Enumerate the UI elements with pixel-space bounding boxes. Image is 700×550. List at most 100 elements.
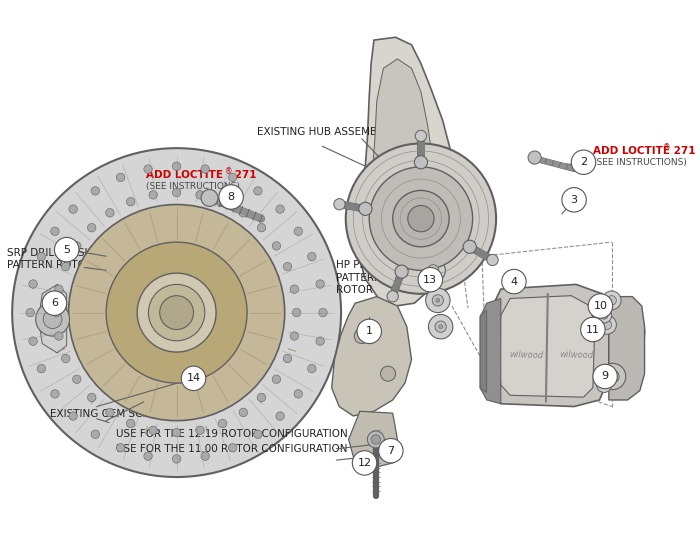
Text: wilwood: wilwood bbox=[559, 350, 593, 360]
Polygon shape bbox=[480, 310, 486, 393]
Circle shape bbox=[528, 151, 541, 164]
Circle shape bbox=[37, 364, 46, 373]
Text: wilwood: wilwood bbox=[509, 350, 543, 360]
Text: 271: 271 bbox=[670, 146, 695, 156]
Text: ®: ® bbox=[225, 167, 232, 177]
Circle shape bbox=[357, 319, 382, 344]
Circle shape bbox=[91, 186, 99, 195]
Circle shape bbox=[318, 309, 327, 317]
Circle shape bbox=[307, 364, 316, 373]
Circle shape bbox=[562, 188, 587, 212]
Polygon shape bbox=[480, 299, 500, 404]
Text: 8: 8 bbox=[228, 192, 234, 202]
Circle shape bbox=[596, 377, 612, 393]
Circle shape bbox=[395, 265, 408, 278]
Text: USE FOR THE 11.00 ROTOR CONFIGURATION: USE FOR THE 11.00 ROTOR CONFIGURATION bbox=[116, 443, 347, 454]
Circle shape bbox=[73, 375, 81, 383]
Circle shape bbox=[149, 191, 158, 199]
Circle shape bbox=[172, 455, 181, 463]
Circle shape bbox=[276, 205, 284, 213]
Circle shape bbox=[293, 309, 301, 317]
Circle shape bbox=[593, 364, 617, 389]
Polygon shape bbox=[349, 411, 398, 467]
Circle shape bbox=[181, 366, 206, 390]
Circle shape bbox=[218, 197, 227, 206]
Circle shape bbox=[272, 375, 281, 383]
Circle shape bbox=[387, 291, 398, 302]
Text: 4: 4 bbox=[510, 277, 517, 287]
Circle shape bbox=[393, 190, 449, 247]
Circle shape bbox=[272, 241, 281, 250]
Circle shape bbox=[502, 270, 526, 294]
Circle shape bbox=[148, 284, 205, 341]
Circle shape bbox=[258, 223, 266, 232]
Circle shape bbox=[55, 238, 79, 262]
Circle shape bbox=[116, 173, 125, 182]
Circle shape bbox=[316, 280, 324, 288]
Circle shape bbox=[29, 280, 37, 288]
Text: 11: 11 bbox=[586, 324, 600, 334]
Circle shape bbox=[36, 302, 69, 336]
Circle shape bbox=[352, 450, 377, 475]
Circle shape bbox=[601, 312, 608, 319]
Circle shape bbox=[439, 325, 442, 328]
Circle shape bbox=[415, 130, 426, 141]
Circle shape bbox=[571, 150, 596, 174]
Circle shape bbox=[218, 419, 227, 428]
Text: EXISTING OEM SCREW: EXISTING OEM SCREW bbox=[50, 409, 166, 419]
Circle shape bbox=[239, 208, 248, 217]
Circle shape bbox=[149, 426, 158, 434]
Circle shape bbox=[42, 291, 66, 315]
Polygon shape bbox=[499, 296, 595, 397]
Circle shape bbox=[414, 156, 428, 169]
Circle shape bbox=[144, 165, 153, 173]
Polygon shape bbox=[358, 37, 456, 306]
Circle shape bbox=[219, 185, 244, 209]
Circle shape bbox=[276, 412, 284, 420]
Polygon shape bbox=[486, 284, 609, 406]
Circle shape bbox=[290, 285, 299, 293]
Circle shape bbox=[50, 389, 60, 398]
Circle shape bbox=[196, 191, 204, 199]
Circle shape bbox=[487, 254, 498, 266]
Circle shape bbox=[172, 428, 181, 437]
Text: ADD LOCTITE: ADD LOCTITE bbox=[146, 170, 223, 180]
Circle shape bbox=[12, 148, 341, 477]
Circle shape bbox=[581, 317, 605, 342]
Circle shape bbox=[253, 430, 262, 438]
Circle shape bbox=[316, 337, 324, 345]
Text: 2: 2 bbox=[580, 157, 587, 167]
Circle shape bbox=[435, 321, 447, 332]
Circle shape bbox=[606, 370, 620, 383]
Text: ADD LOCTITE: ADD LOCTITE bbox=[593, 146, 670, 156]
Text: 9: 9 bbox=[601, 371, 609, 382]
Circle shape bbox=[463, 240, 476, 254]
Circle shape bbox=[421, 258, 445, 283]
Text: ®: ® bbox=[664, 143, 671, 152]
Text: 3: 3 bbox=[570, 195, 578, 205]
Text: (SEE INSTRUCTIONS): (SEE INSTRUCTIONS) bbox=[146, 183, 239, 191]
Circle shape bbox=[172, 188, 181, 197]
Text: 13: 13 bbox=[424, 274, 438, 285]
Circle shape bbox=[258, 393, 266, 402]
Circle shape bbox=[307, 252, 316, 261]
Circle shape bbox=[62, 262, 70, 271]
Circle shape bbox=[201, 165, 209, 173]
Circle shape bbox=[239, 408, 248, 417]
Circle shape bbox=[137, 273, 216, 352]
Circle shape bbox=[371, 434, 381, 444]
Circle shape bbox=[381, 366, 395, 381]
Circle shape bbox=[346, 144, 496, 294]
Polygon shape bbox=[332, 296, 412, 416]
Circle shape bbox=[62, 354, 70, 363]
Circle shape bbox=[160, 296, 193, 329]
Circle shape bbox=[196, 426, 204, 434]
Circle shape bbox=[91, 430, 99, 438]
Circle shape bbox=[106, 408, 114, 417]
Circle shape bbox=[144, 452, 153, 460]
Circle shape bbox=[284, 262, 292, 271]
Circle shape bbox=[52, 309, 61, 317]
Circle shape bbox=[602, 291, 621, 310]
Circle shape bbox=[69, 205, 285, 421]
Circle shape bbox=[127, 197, 135, 206]
